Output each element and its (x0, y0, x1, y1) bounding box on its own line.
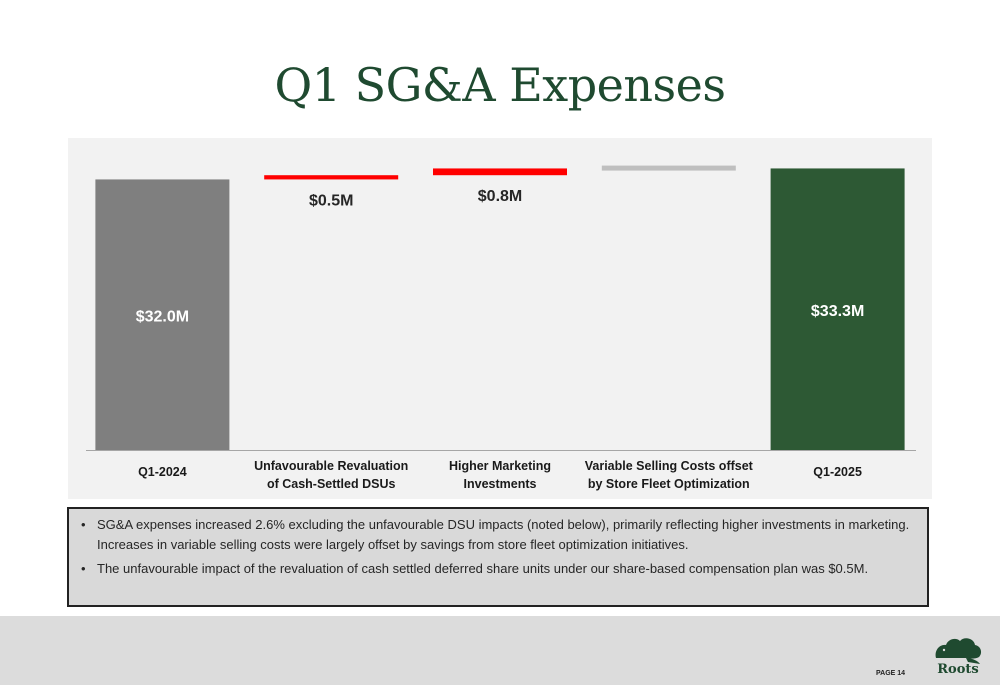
roots-logo: Roots (935, 638, 982, 677)
data-label-1: $0.5M (309, 192, 353, 209)
bullet-icon: • (81, 517, 86, 532)
chart-panel: $32.0M Q1-2024 $0.5M Unfavourable Revaluati… (68, 138, 932, 499)
bar-2 (433, 168, 567, 176)
bar-0 (95, 179, 230, 450)
category-label-2-0: Higher Marketing (449, 459, 551, 473)
category-label-2-1: Investments (464, 477, 537, 491)
data-label-0: $32.0M (136, 309, 189, 326)
category-label-0-0: Q1-2024 (138, 465, 187, 479)
note-text: SG&A expenses increased 2.6% excluding t… (97, 517, 910, 552)
slide-title: Q1 SG&A Expenses (274, 58, 726, 112)
notes-box: • SG&A expenses increased 2.6% excluding … (67, 507, 929, 607)
bar-3 (601, 165, 736, 171)
data-label-4: $33.3M (811, 303, 864, 320)
bullet-icon: • (81, 561, 86, 576)
note-text: The unfavourable impact of the revaluati… (97, 561, 869, 576)
bar-1 (264, 175, 399, 180)
logo-text: Roots (937, 662, 978, 677)
category-label-3-1: by Store Fleet Optimization (588, 477, 750, 491)
category-label-3-0: Variable Selling Costs offset (585, 459, 754, 473)
page-number: PAGE 14 (876, 670, 906, 677)
data-label-2: $0.8M (478, 188, 522, 205)
note-item: • The unfavourable impact of the revaluat… (81, 559, 915, 579)
category-label-1-0: Unfavourable Revaluation (254, 459, 408, 473)
notes-list: • SG&A expenses increased 2.6% excluding … (69, 509, 927, 579)
note-item: • SG&A expenses increased 2.6% excluding … (81, 515, 915, 555)
waterfall-chart: $32.0M Q1-2024 $0.5M Unfavourable Revaluati… (86, 165, 916, 491)
footer-band (0, 616, 1000, 685)
bar-4 (770, 168, 905, 450)
category-label-1-1: of Cash-Settled DSUs (267, 477, 396, 491)
category-label-4-0: Q1-2025 (813, 465, 862, 479)
